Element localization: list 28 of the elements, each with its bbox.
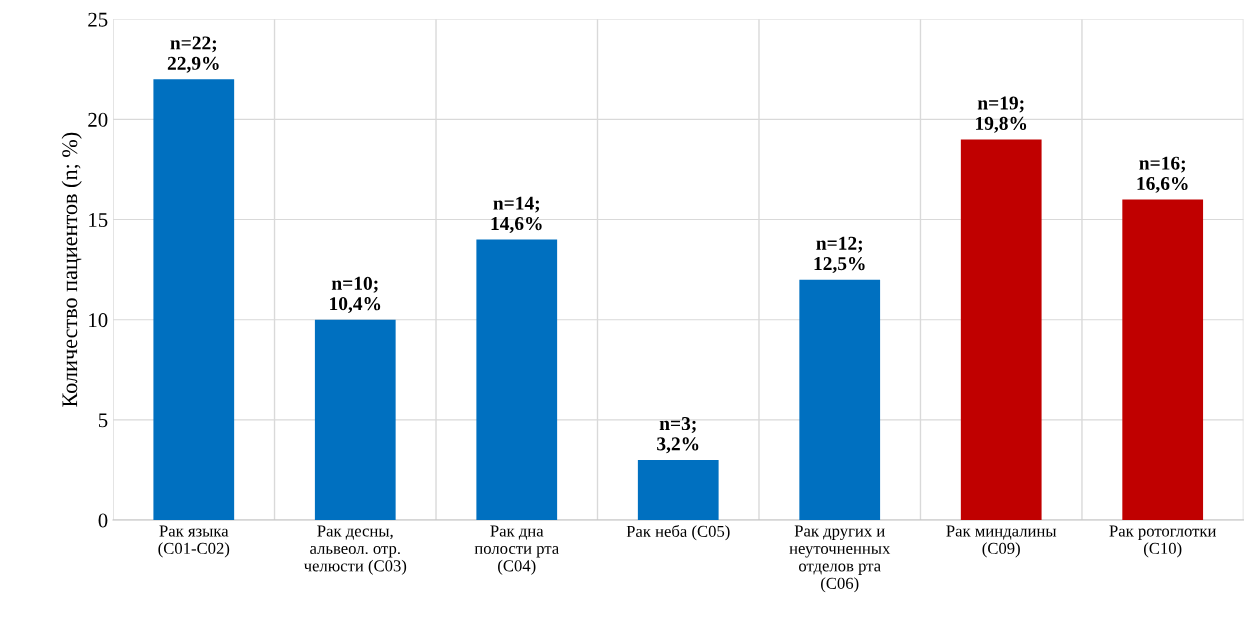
bar xyxy=(799,279,881,521)
y-tick-label: 20 xyxy=(88,112,108,127)
x-tick-label: Рак десны, альвеол. отр. челюсти (С03) xyxy=(303,525,407,575)
data-label: n=12; 12,5% xyxy=(814,236,865,273)
x-tick-label: Рак дна полости рта (С04) xyxy=(474,525,559,575)
data-label: n=14; 14,6% xyxy=(491,196,542,233)
y-tick-label: 5 xyxy=(98,413,108,428)
data-label: n=10; 10,4% xyxy=(330,276,381,314)
x-tick-label: Рак миндалины (С09) xyxy=(946,525,1057,558)
y-axis-title: Количество пациентов (n; %) xyxy=(61,132,82,407)
bar xyxy=(153,79,235,521)
y-tick-label: 10 xyxy=(89,313,108,328)
x-tick-label: Рак языка (С01-С02) xyxy=(158,525,230,558)
bar xyxy=(1122,199,1204,521)
y-tick-label: 0 xyxy=(98,513,108,528)
data-label: n=22; 22,9% xyxy=(167,36,219,73)
data-label: n=16; 16,6% xyxy=(1137,156,1188,193)
bar xyxy=(637,459,719,521)
y-tick-label: 25 xyxy=(88,12,108,27)
data-label: n=3; 3,2% xyxy=(657,417,699,454)
bar xyxy=(960,139,1042,521)
x-tick-label: Рак неба (С05) xyxy=(626,524,730,541)
x-tick-label: Рак ротоглотки (С10) xyxy=(1109,525,1217,558)
bar xyxy=(314,319,396,521)
x-tick-label: Рак других и неуточненных отделов рта (С06) xyxy=(789,525,891,593)
y-tick-label: 15 xyxy=(89,213,108,227)
bar xyxy=(476,239,558,521)
data-label: n=19; 19,8% xyxy=(976,96,1027,133)
